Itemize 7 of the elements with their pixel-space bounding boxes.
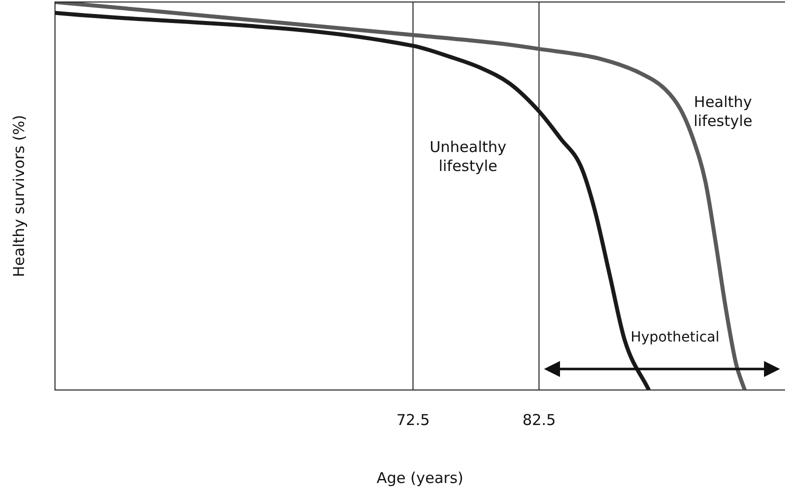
annotation: Hypothetical [630, 328, 720, 348]
series-label: Healthy lifestyle [692, 93, 754, 131]
x-tick-label: 72.5 [396, 410, 430, 429]
x-axis-title: Age (years) [376, 468, 464, 487]
x-tick-label: 82.5 [522, 410, 556, 429]
text: Unhealthy lifestyle [428, 138, 508, 176]
y-axis-title: Healthy survivors (%) [10, 114, 28, 278]
